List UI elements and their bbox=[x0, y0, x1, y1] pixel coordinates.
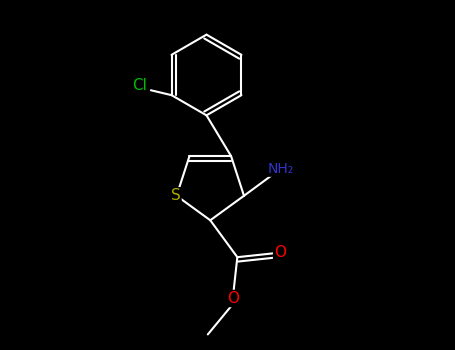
Text: NH₂: NH₂ bbox=[268, 162, 294, 176]
Text: S: S bbox=[171, 188, 181, 203]
Text: Cl: Cl bbox=[132, 78, 147, 93]
Text: O: O bbox=[228, 291, 239, 306]
Text: O: O bbox=[274, 245, 286, 260]
